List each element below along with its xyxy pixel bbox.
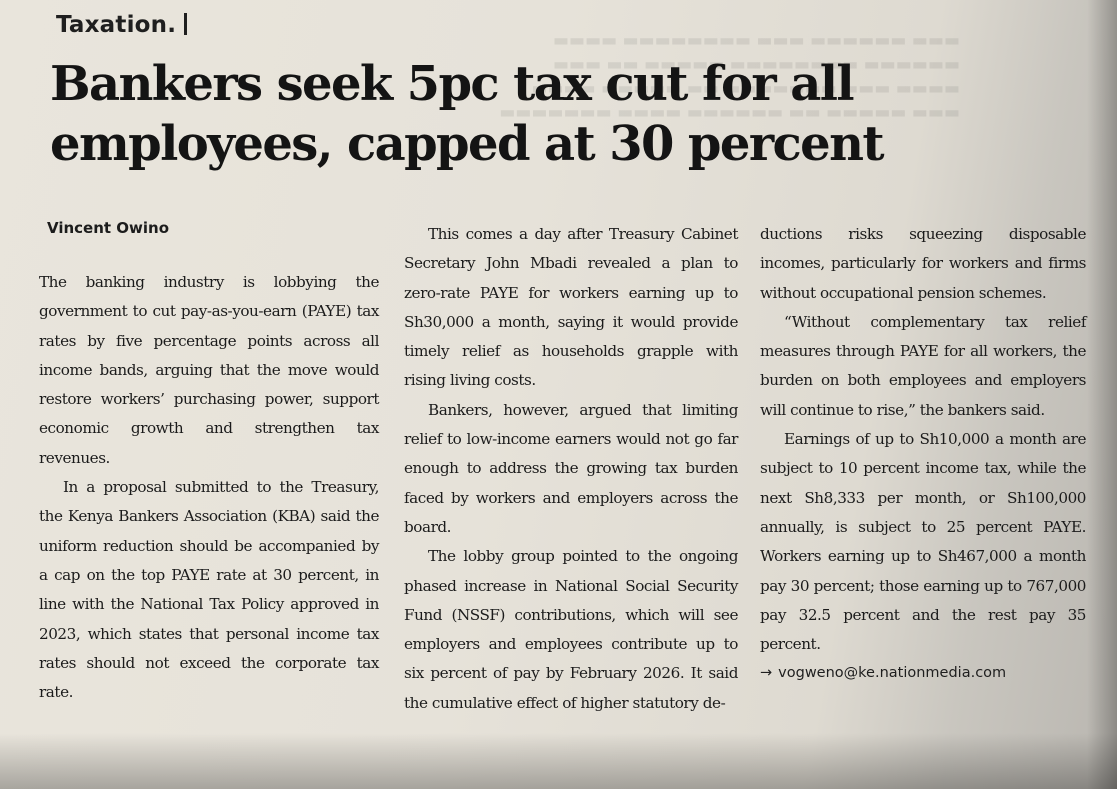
article-column-1: The banking industry is lobbying the gov…: [39, 268, 379, 707]
paragraph: The banking industry is lobbying the gov…: [39, 273, 379, 467]
paragraph: “Without complementary tax relief measur…: [760, 312, 1086, 419]
arrow-right-icon: →: [760, 665, 773, 682]
author-email: → vogweno@ke.nationmedia.com: [760, 659, 1086, 688]
paragraph: ductions risks squeezing disposable inco…: [760, 225, 1086, 302]
paragraph: Bankers, however, argued that limiting r…: [404, 400, 738, 536]
byline: Vincent Owino: [47, 219, 170, 237]
section-divider: [184, 13, 188, 35]
article-column-3: ductions risks squeezing disposable inco…: [760, 220, 1086, 689]
section-name: Taxation.: [56, 12, 177, 38]
headline: Bankers seek 5pc tax cut for all employe…: [50, 56, 885, 172]
paragraph: This comes a day after Treasury Cabinet …: [404, 225, 738, 390]
bottom-shadow: [0, 733, 1117, 789]
author-email-address: vogweno@ke.nationmedia.com: [778, 665, 1007, 682]
paragraph: In a proposal submitted to the Treasury,…: [39, 478, 379, 702]
paragraph: Earnings of up to Sh10,000 a month are s…: [760, 430, 1086, 654]
article-column-2: This comes a day after Treasury Cabinet …: [404, 220, 738, 718]
paragraph: The lobby group pointed to the ongoing p…: [404, 547, 738, 712]
section-label: Taxation.: [56, 12, 188, 38]
page-edge-shadow: [1087, 0, 1117, 789]
